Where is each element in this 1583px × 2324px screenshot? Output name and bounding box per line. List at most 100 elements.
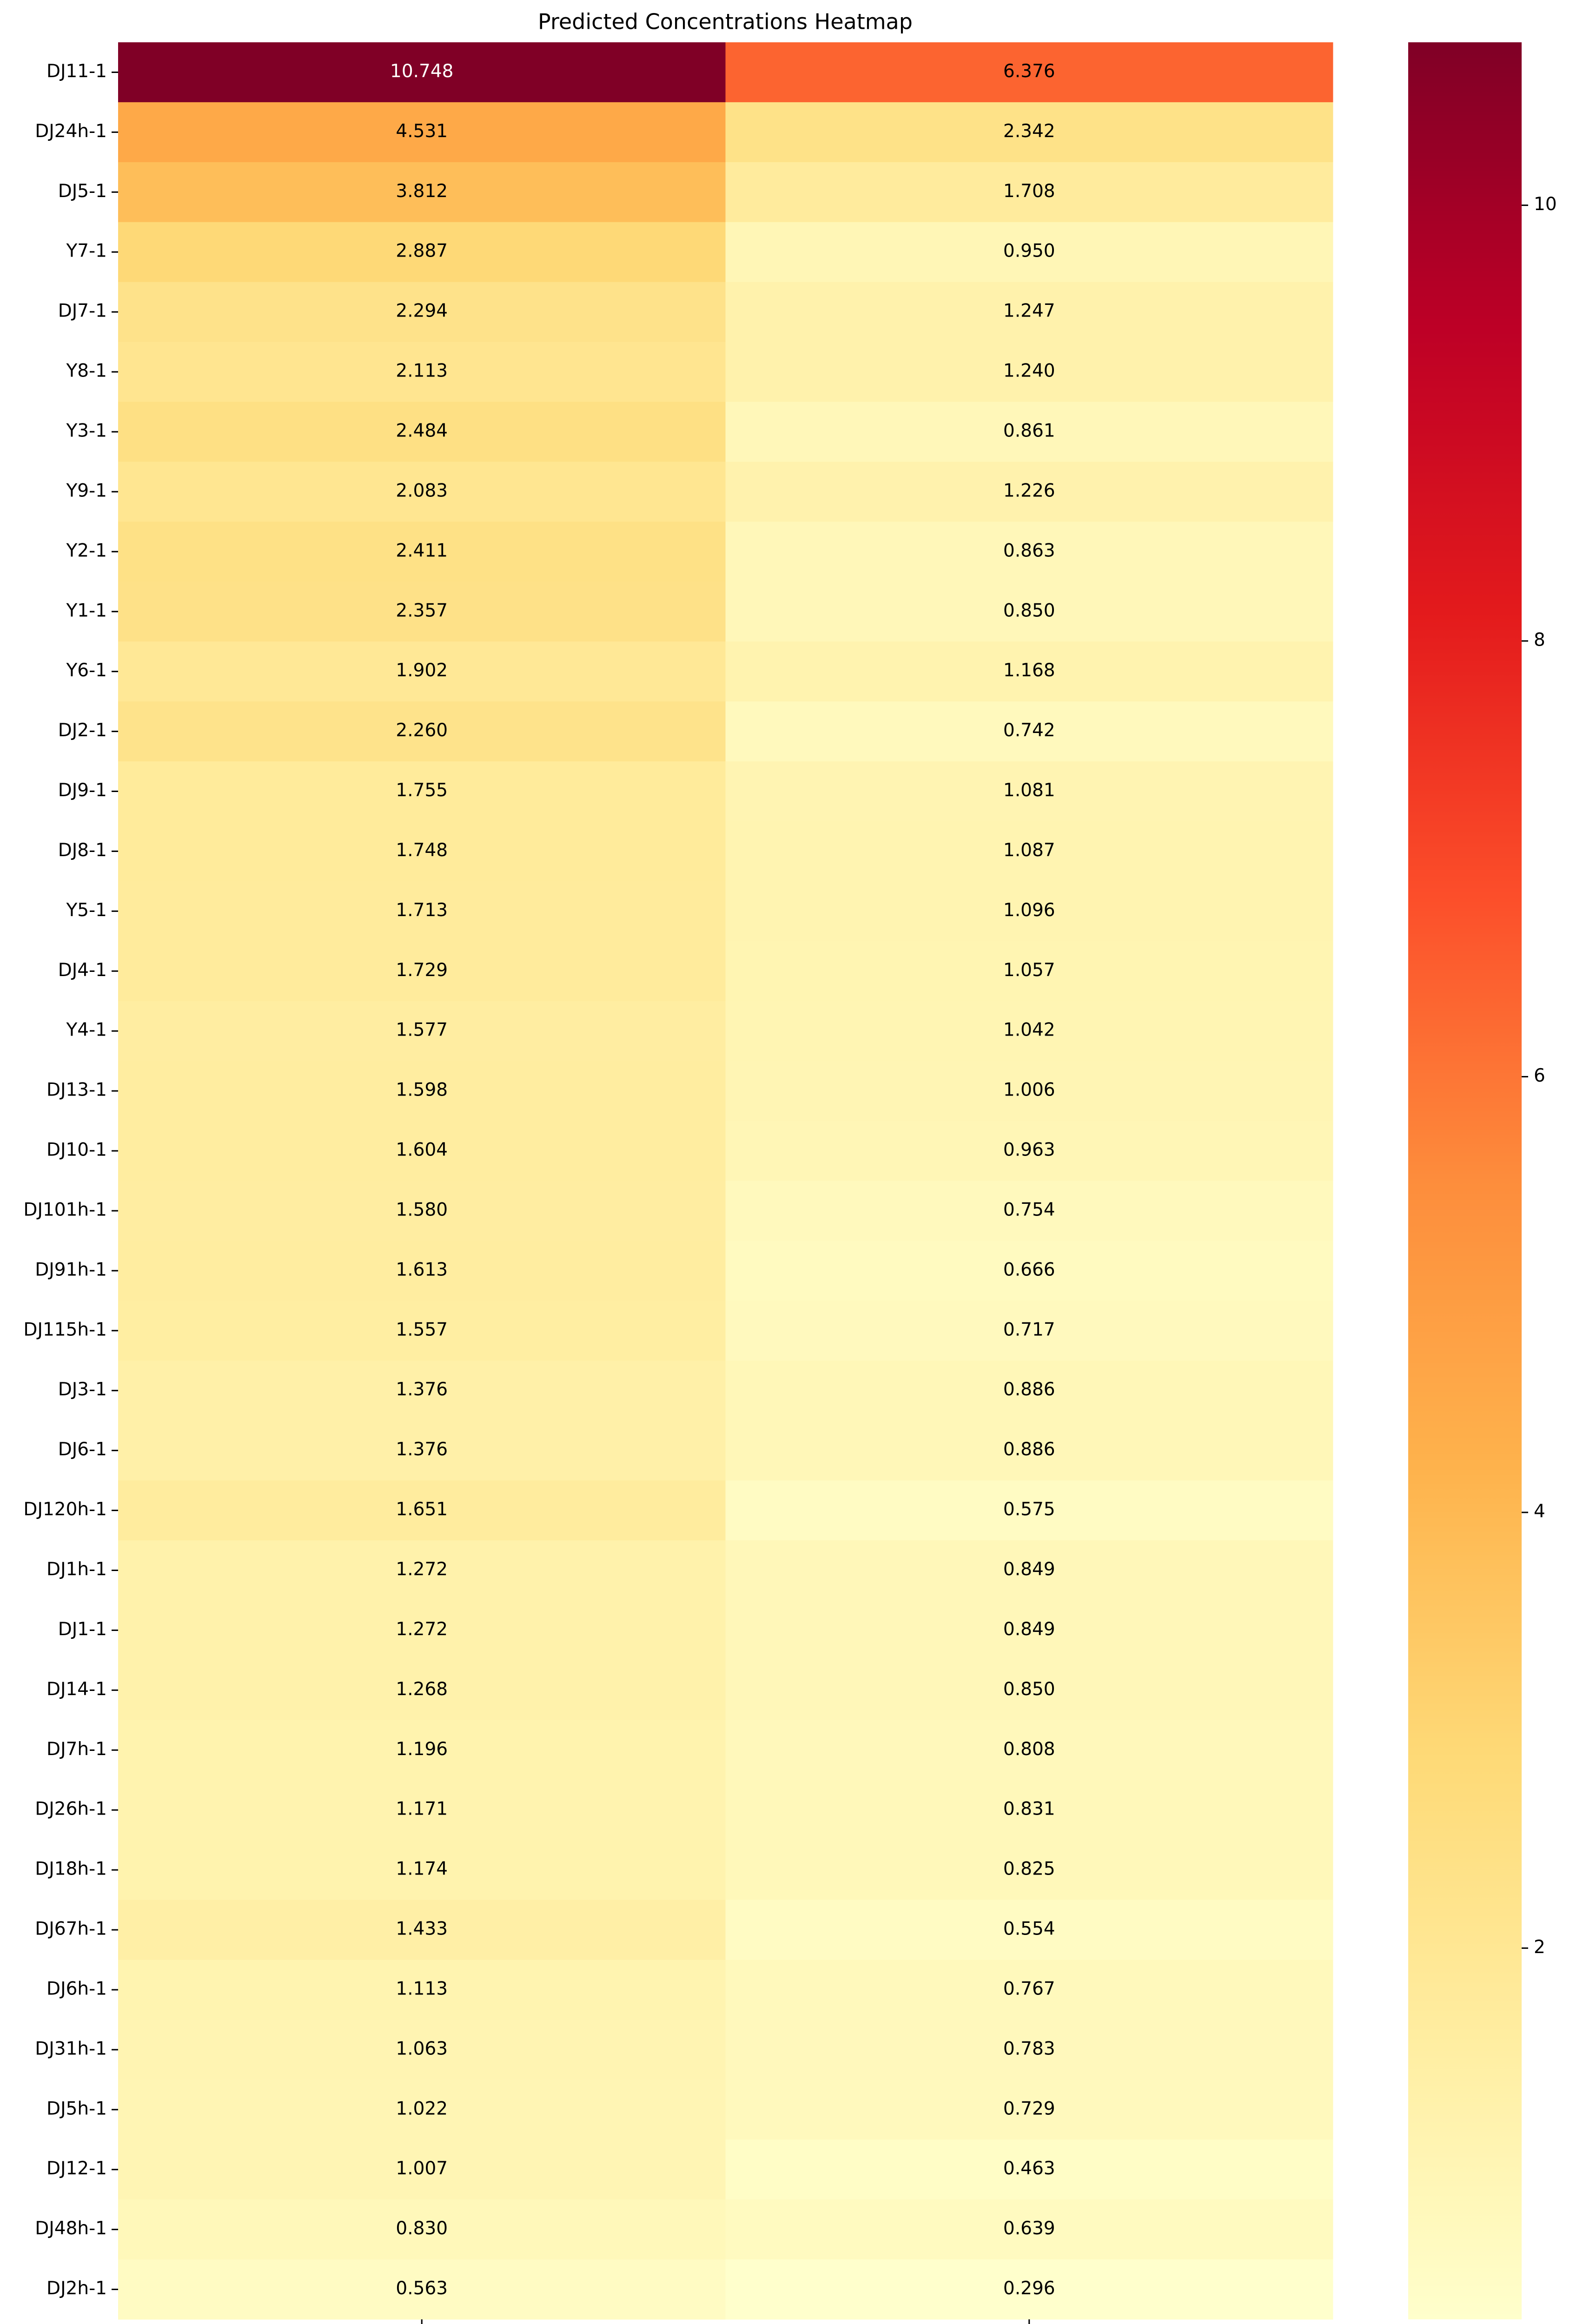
heatmap-cell xyxy=(725,1780,1333,1841)
heatmap-cell xyxy=(118,402,726,462)
heatmap-cell xyxy=(118,581,726,642)
cell-label: 1.081 xyxy=(1003,780,1055,801)
heatmap-cell xyxy=(725,1181,1333,1241)
cell-label: 2.411 xyxy=(396,540,448,561)
cell-label: 1.598 xyxy=(396,1080,448,1101)
cell-label: 1.755 xyxy=(396,780,448,801)
heatmap-cell xyxy=(118,1181,726,1241)
cell-label: 2.887 xyxy=(396,241,448,262)
y-tick-label: Y9-1 xyxy=(66,480,107,501)
cell-label: 1.268 xyxy=(396,1679,448,1700)
heatmap-cell xyxy=(725,522,1333,582)
y-tick-label: DJ9-1 xyxy=(58,780,107,801)
cell-label: 0.886 xyxy=(1003,1379,1055,1400)
y-tick-label: DJ120h-1 xyxy=(23,1499,107,1520)
heatmap-cell xyxy=(725,462,1333,522)
heatmap-cell xyxy=(118,1360,726,1421)
cell-label: 1.171 xyxy=(396,1799,448,1820)
y-tick-label: DJ48h-1 xyxy=(35,2218,107,2239)
cell-label: 1.651 xyxy=(396,1499,448,1520)
heatmap-cell xyxy=(118,522,726,582)
cell-label: 1.433 xyxy=(396,1919,448,1940)
heatmap-cell xyxy=(725,1121,1333,1181)
cell-label: 1.007 xyxy=(396,2158,448,2179)
cell-label: 0.463 xyxy=(1003,2158,1055,2179)
cell-label: 1.580 xyxy=(396,1199,448,1220)
cell-label: 1.226 xyxy=(1003,480,1055,501)
cell-label: 1.113 xyxy=(396,1978,448,1999)
heatmap-cell xyxy=(725,1840,1333,1901)
colorbar-tick-label: 2 xyxy=(1534,1937,1545,1958)
y-tick-label: DJ10-1 xyxy=(46,1140,107,1161)
cell-label: 1.168 xyxy=(1003,660,1055,681)
heatmap-cell xyxy=(118,1540,726,1601)
y-tick-label: DJ26h-1 xyxy=(35,1799,107,1820)
cell-label: 1.577 xyxy=(396,1020,448,1041)
y-tick-label: DJ14-1 xyxy=(46,1679,107,1700)
heatmap-cell xyxy=(725,102,1333,163)
colorbar xyxy=(1408,42,1522,2319)
cell-label: 1.902 xyxy=(396,660,448,681)
cell-label: 0.863 xyxy=(1003,540,1055,561)
heatmap-cell xyxy=(725,2139,1333,2200)
y-tick-label: DJ11-1 xyxy=(46,61,107,82)
cell-label: 1.196 xyxy=(396,1739,448,1760)
heatmap-cell xyxy=(725,1900,1333,1960)
cell-label: 1.063 xyxy=(396,2038,448,2059)
heatmap-cell xyxy=(725,1540,1333,1601)
y-tick-label: Y6-1 xyxy=(66,660,107,681)
cell-label: 0.808 xyxy=(1003,1739,1055,1760)
cell-label: 2.342 xyxy=(1003,121,1055,142)
heatmap-cell xyxy=(725,342,1333,403)
heatmap-cell xyxy=(118,2199,726,2260)
colorbar-tick-label: 8 xyxy=(1534,630,1545,651)
heatmap-cell xyxy=(118,1720,726,1781)
heatmap-cell xyxy=(118,1840,726,1901)
cell-label: 2.357 xyxy=(396,600,448,621)
heatmap-cell xyxy=(725,402,1333,462)
heatmap-cell xyxy=(118,2080,726,2140)
cell-label: 1.247 xyxy=(1003,301,1055,322)
heatmap-cell xyxy=(725,1061,1333,1122)
cell-label: 2.113 xyxy=(396,361,448,382)
cell-label: 1.557 xyxy=(396,1319,448,1340)
cell-label: 0.850 xyxy=(1003,1679,1055,1700)
y-tick-label: DJ7-1 xyxy=(58,301,107,322)
heatmap-cell xyxy=(118,1960,726,2020)
cell-label: 0.886 xyxy=(1003,1439,1055,1460)
heatmap-cell xyxy=(118,1301,726,1361)
y-tick-label: Y4-1 xyxy=(66,1020,107,1041)
cell-label: 1.174 xyxy=(396,1859,448,1880)
heatmap-cell xyxy=(118,342,726,403)
heatmap-cell xyxy=(725,282,1333,343)
cell-label: 0.742 xyxy=(1003,720,1055,741)
cell-label: 1.272 xyxy=(396,1559,448,1580)
cell-label: 1.096 xyxy=(1003,900,1055,921)
y-tick-label: Y1-1 xyxy=(66,600,107,621)
heatmap-cell xyxy=(118,1480,726,1541)
colorbar-tick-label: 6 xyxy=(1534,1065,1545,1086)
cell-label: 2.260 xyxy=(396,720,448,741)
cell-label: 1.604 xyxy=(396,1140,448,1161)
y-tick-label: DJ1h-1 xyxy=(46,1559,107,1580)
cell-label: 0.575 xyxy=(1003,1499,1055,1520)
cell-label: 2.083 xyxy=(396,480,448,501)
heatmap-cell xyxy=(118,1780,726,1841)
heatmap-cell xyxy=(118,1660,726,1721)
cell-label: 1.057 xyxy=(1003,960,1055,981)
heatmap-cell xyxy=(725,821,1333,882)
cell-label: 0.963 xyxy=(1003,1140,1055,1161)
cell-label: 0.830 xyxy=(396,2218,448,2239)
cell-label: 1.613 xyxy=(396,1259,448,1280)
cell-label: 1.713 xyxy=(396,900,448,921)
cell-label: 0.849 xyxy=(1003,1559,1055,1580)
heatmap-cell xyxy=(725,1660,1333,1721)
y-tick-label: Y8-1 xyxy=(66,361,107,382)
heatmap-cell xyxy=(118,282,726,343)
cell-label: 0.296 xyxy=(1003,2278,1055,2299)
cell-label: 1.087 xyxy=(1003,840,1055,861)
y-tick-label: DJ115h-1 xyxy=(23,1319,107,1340)
cell-label: 0.554 xyxy=(1003,1919,1055,1940)
y-tick-label: DJ3-1 xyxy=(58,1379,107,1400)
heatmap-cell xyxy=(725,881,1333,942)
